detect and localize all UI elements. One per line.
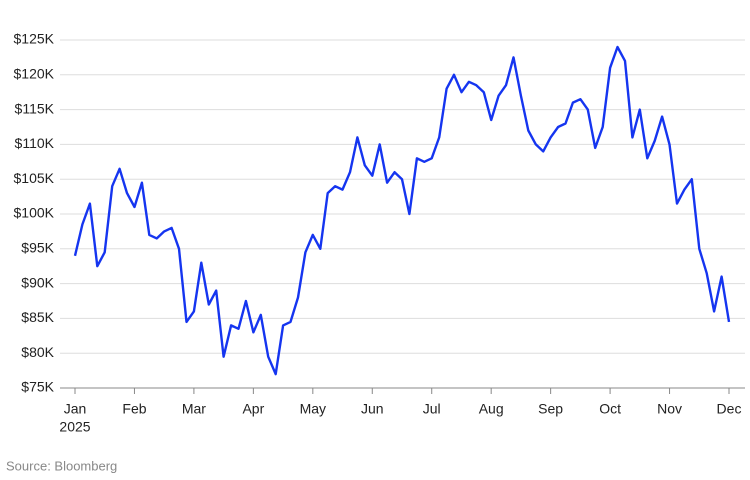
x-tick-label: Jun	[361, 401, 384, 417]
x-tick-label: Apr	[242, 401, 264, 417]
y-tick-label: $125K	[14, 31, 55, 47]
y-tick-label: $100K	[14, 205, 55, 221]
y-tick-label: $105K	[14, 170, 55, 186]
y-tick-label: $115K	[15, 100, 55, 116]
source: Source: Bloomberg	[6, 458, 117, 473]
y-tick-label: $75K	[21, 379, 54, 395]
y-tick-label: $90K	[21, 274, 54, 290]
y-tick-label: $80K	[21, 344, 54, 360]
y-tick-label: $120K	[14, 66, 55, 82]
x-tick-label: Aug	[479, 401, 504, 417]
x-tick-label: May	[300, 401, 326, 417]
y-tick-label: $110K	[15, 135, 55, 151]
x-year-label: 2025	[59, 419, 90, 435]
x-tick-label: Jul	[423, 401, 441, 417]
x-tick-label: Mar	[182, 401, 206, 417]
x-tick-label: Nov	[657, 401, 682, 417]
y-tick-label: $85K	[21, 309, 54, 325]
price-line	[73, 45, 731, 376]
x-tick-label: Feb	[122, 401, 146, 417]
x-tick-label: Dec	[717, 401, 742, 417]
x-tick-label: Jan	[64, 401, 87, 417]
x-tick-label: Sep	[538, 401, 563, 417]
x-tick-label: Oct	[599, 401, 621, 417]
y-tick-label: $95K	[21, 240, 54, 256]
